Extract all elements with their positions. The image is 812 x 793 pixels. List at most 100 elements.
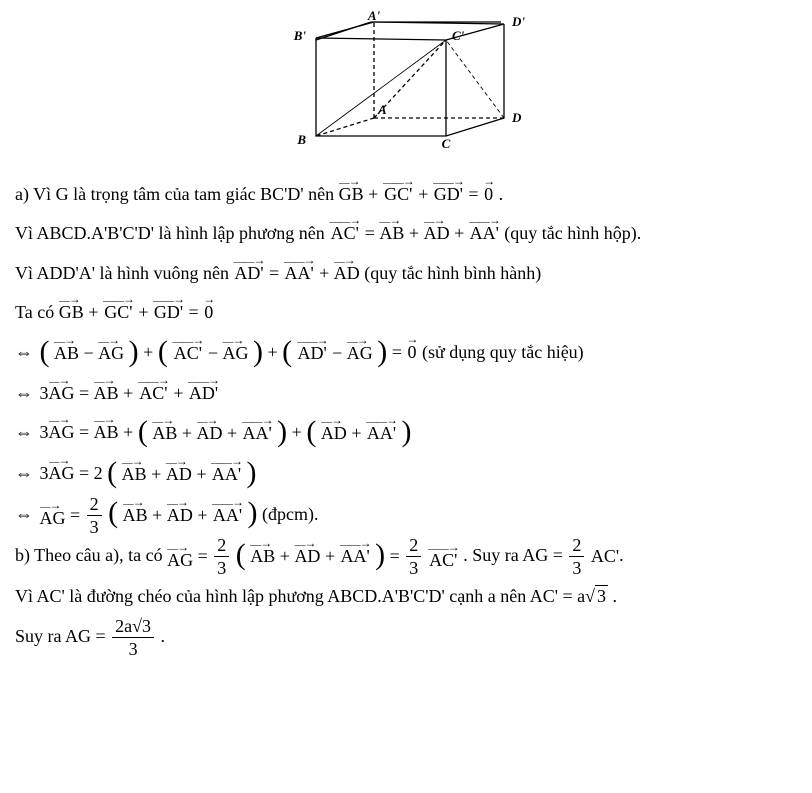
vec-ADp-1: AD' [233,264,264,282]
line-4: Ta có GB + GC' + GD' = 0 [15,293,797,333]
vec-AAp-7: AA' [340,547,371,565]
text-b2: . Suy ra AG = [463,545,567,565]
line-8: ⇔ 3AG = 2 ( AB + AD + AA' ) [15,454,797,495]
plus-7d: + [292,422,307,442]
line-b1: b) Theo câu a), ta có AG = 23 ( AB + AD … [15,536,797,577]
plus-7b: + [182,423,197,443]
vec-AG-2: AG [222,344,248,362]
vec-ACp-1: AC' [329,224,360,242]
iff-5: ⇔ [15,495,35,535]
line-5: ⇔ ( AB − AG ) + ( AC' − AG ) + ( AD' − A… [15,333,797,374]
line-9: ⇔ AG = 23 ( AB + AD + AA' ) (đpcm). [15,495,797,536]
eq-l2: = [365,223,380,243]
minus-2: − [208,343,223,363]
plus-l2b: + [454,223,469,243]
vec-AG-5: AG [49,423,75,441]
plus-7c: + [227,423,242,443]
text-c: Vì AC' là đường chéo của hình lập phương… [15,586,585,606]
text-b3-tail: . [619,545,624,565]
vec-GDp-2: GD' [153,303,184,321]
two-1: 2 [94,463,103,483]
cube-svg: A' B' C' D' A B C D [276,10,536,150]
vec-GB-2: GB [59,303,84,321]
vec-AG-7: AG [40,509,66,527]
eq-7: = [79,422,94,442]
line-2: Vì ABCD.A'B'C'D' là hình lập phương nên … [15,214,797,254]
plus-l3: + [319,263,334,283]
frac-num-4: 2 [569,536,584,557]
eq-l3: = [269,263,284,283]
plus-b1b: + [325,546,340,566]
three-3: 3 [40,463,49,483]
vec-AG-3: AG [347,344,373,362]
plus-5a: + [143,342,158,362]
eq1: = [468,184,483,204]
iff-2: ⇔ [15,374,35,414]
iff-3: ⇔ [15,413,35,453]
vec-AAp-6: AA' [212,506,243,524]
vec-AAp-4: AA' [366,424,397,442]
eq-b1b: = [390,546,405,566]
vec-AG-4: AG [49,384,75,402]
plus-7e: + [351,423,366,443]
plus-b1a: + [280,546,295,566]
label-A: A [377,102,387,117]
text-c-tail: . [608,586,617,606]
final-num: 2a√3 [112,617,154,638]
label-Bp: B' [293,28,307,43]
plus-l4b: + [138,302,153,322]
vec-AG-8: AG [167,551,193,569]
label-Cp: C' [452,28,465,43]
plus-6a: + [123,383,138,403]
eq-6: = [79,383,94,403]
text-l5a: (sử dụng quy tắc hiệu) [422,342,584,362]
eq-8: = [79,463,94,483]
vec-AD-1: AD [424,224,450,242]
text-l4: Ta có [15,302,59,322]
text-a1: a) Vì G là trọng tâm của tam giác BC'D' … [15,184,339,204]
line-3: Vì ADD'A' là hình vuông nên AD' = AA' + … [15,254,797,294]
text-l3a: Vì ADD'A' là hình vuông nên [15,263,233,283]
vec-AB-1: AB [379,224,404,242]
frac-num-3: 2 [406,536,421,557]
vec-AG-1: AG [98,344,124,362]
vec-0-1: 0 [483,185,494,203]
eq-5: = [392,342,407,362]
vec-AB-8: AB [250,547,275,565]
text-b1: b) Theo câu a), ta có [15,545,167,565]
text-d: Suy ra AG = [15,626,110,646]
three-2: 3 [40,422,49,442]
vec-GB: GB [339,185,364,203]
plus-8b: + [196,464,211,484]
eq-b1: = [198,546,213,566]
sqrt3-1: 3 [595,585,608,606]
cube-diagram: A' B' C' D' A B C D [15,10,797,165]
plus: + [368,184,383,204]
vec-AB-3: AB [94,384,119,402]
iff-1: ⇔ [15,333,35,373]
plus-6b: + [173,383,188,403]
iff-4: ⇔ [15,454,35,494]
minus-3: − [332,343,347,363]
plus-8a: + [151,464,166,484]
text-l2a: Vì ABCD.A'B'C'D' là hình lập phương nên [15,223,329,243]
final-den: 3 [112,638,154,658]
plus-l2a: + [409,223,424,243]
text-b3: AC' [591,546,619,566]
label-B: B [296,132,306,147]
vec-GDp: GD' [433,185,464,203]
minus-1: − [84,343,99,363]
vec-GCp-2: GC' [103,303,134,321]
line-d: Suy ra AG = 2a√33 . [15,617,797,658]
text-l2b: (quy tắc hình hộp). [504,223,641,243]
vec-AAp-3: AA' [242,424,273,442]
three-1: 3 [40,383,49,403]
vec-AD-4: AD [321,424,347,442]
line-7: ⇔ 3AG = AB + ( AB + AD + AA' ) + ( AD + … [15,413,797,454]
plus2: + [418,184,433,204]
frac-num-2: 2 [214,536,229,557]
vec-ADp-3: AD' [188,384,219,402]
vec-GCp: GC' [383,185,414,203]
frac-den-2: 3 [214,557,229,577]
vec-AAp-1: AA' [469,224,500,242]
